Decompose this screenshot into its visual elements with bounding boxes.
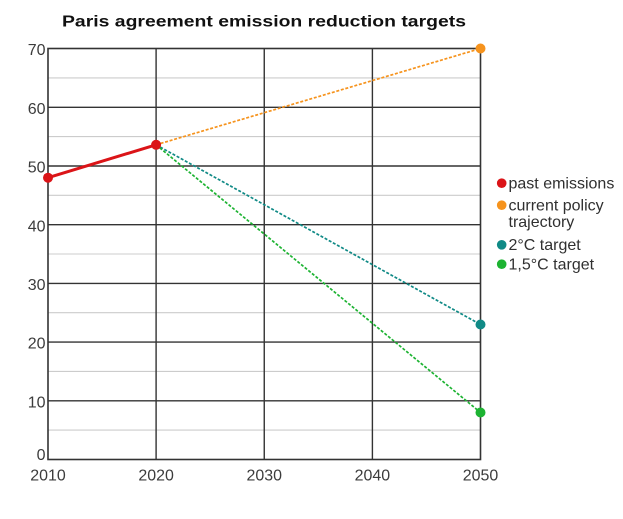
svg-text:1,5°C target: 1,5°C target	[509, 257, 595, 274]
svg-text:40: 40	[28, 218, 46, 235]
svg-text:50: 50	[28, 160, 46, 177]
svg-text:10: 10	[28, 394, 46, 411]
svg-text:30: 30	[28, 277, 46, 294]
svg-text:2040: 2040	[355, 468, 391, 485]
svg-text:20: 20	[28, 336, 46, 353]
svg-text:2050: 2050	[463, 468, 499, 485]
svg-text:current policy: current policy	[509, 198, 604, 215]
svg-text:60: 60	[28, 101, 46, 118]
svg-text:70: 70	[28, 42, 46, 59]
svg-text:past emissions: past emissions	[509, 176, 615, 193]
svg-text:trajectory: trajectory	[509, 214, 575, 231]
svg-text:2°C target: 2°C target	[509, 237, 582, 254]
svg-text:Paris agreement emission reduc: Paris agreement emission reduction targe…	[62, 13, 466, 30]
svg-text:2030: 2030	[247, 468, 283, 485]
svg-text:2010: 2010	[30, 468, 66, 485]
svg-text:0: 0	[37, 447, 46, 464]
svg-text:2020: 2020	[138, 468, 174, 485]
